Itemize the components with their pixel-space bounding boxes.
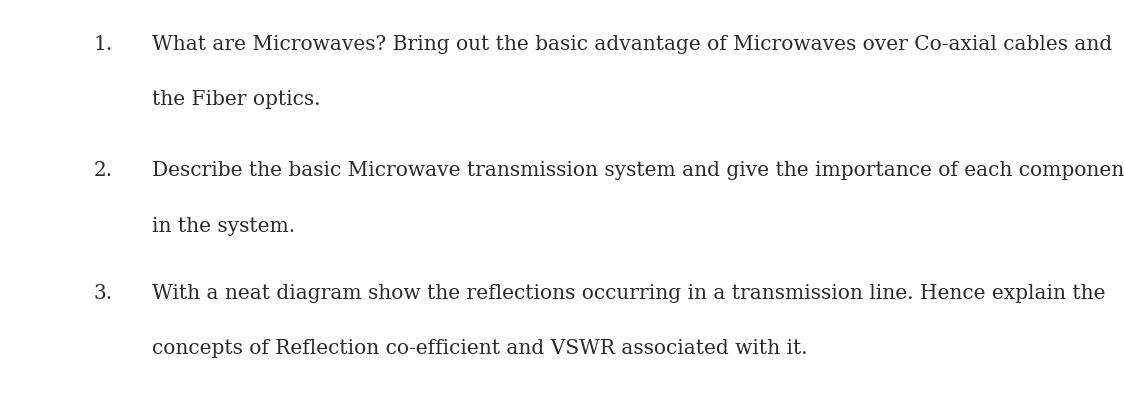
Text: 1.: 1. — [93, 34, 112, 53]
Text: What are Microwaves? Bring out the basic advantage of Microwaves over Co-axial c: What are Microwaves? Bring out the basic… — [152, 34, 1112, 53]
Text: the Fiber optics.: the Fiber optics. — [152, 90, 320, 109]
Text: 3.: 3. — [93, 284, 112, 303]
Text: 2.: 2. — [93, 161, 112, 180]
Text: With a neat diagram show the reflections occurring in a transmission line. Hence: With a neat diagram show the reflections… — [152, 284, 1105, 303]
Text: concepts of Reflection co-efficient and VSWR associated with it.: concepts of Reflection co-efficient and … — [152, 339, 807, 358]
Text: in the system.: in the system. — [152, 217, 294, 236]
Text: Describe the basic Microwave transmission system and give the importance of each: Describe the basic Microwave transmissio… — [152, 161, 1124, 180]
